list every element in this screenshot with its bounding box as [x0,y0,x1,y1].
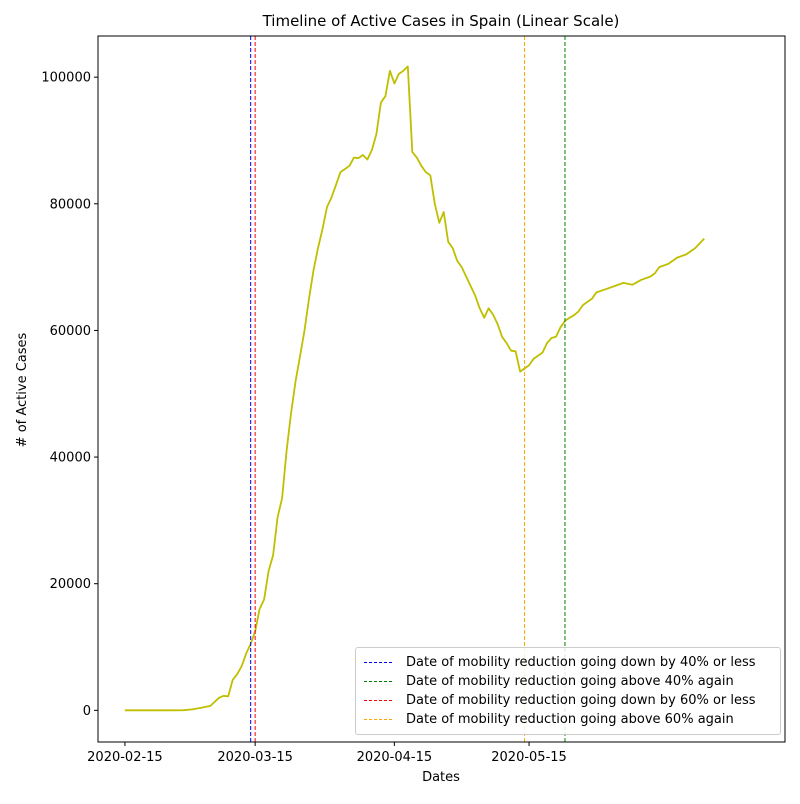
chart-title: Timeline of Active Cases in Spain (Linea… [262,12,620,30]
series-line-0 [125,66,704,710]
y-tick-label: 0 [83,704,91,719]
legend-swatch-orange [364,719,392,720]
x-axis-label: Dates [422,770,460,785]
x-tick-label: 2020-02-15 [87,750,163,765]
y-tick-label: 40000 [50,451,91,466]
legend-swatch-blue [364,662,392,663]
legend: Date of mobility reduction going down by… [355,647,781,735]
legend-swatch-green [364,681,392,682]
y-tick-label: 60000 [50,324,91,339]
legend-label-red: Date of mobility reduction going down by… [406,693,756,708]
legend-entry-green: Date of mobility reduction going above 4… [364,672,772,691]
plot-frame [98,36,785,742]
y-tick-label: 100000 [41,71,91,86]
x-tick-label: 2020-04-15 [357,750,433,765]
y-tick-label: 80000 [50,197,91,212]
legend-swatch-red [364,700,392,701]
legend-entry-orange: Date of mobility reduction going above 6… [364,710,772,729]
legend-label-blue: Date of mobility reduction going down by… [406,655,756,670]
y-axis-label: # of Active Cases [15,332,30,447]
legend-entry-red: Date of mobility reduction going down by… [364,691,772,710]
x-tick-label: 2020-05-15 [491,750,567,765]
x-tick-label: 2020-03-15 [217,750,293,765]
legend-label-orange: Date of mobility reduction going above 6… [406,712,734,727]
legend-entry-blue: Date of mobility reduction going down by… [364,653,772,672]
y-tick-label: 20000 [50,577,91,592]
legend-label-green: Date of mobility reduction going above 4… [406,674,734,689]
